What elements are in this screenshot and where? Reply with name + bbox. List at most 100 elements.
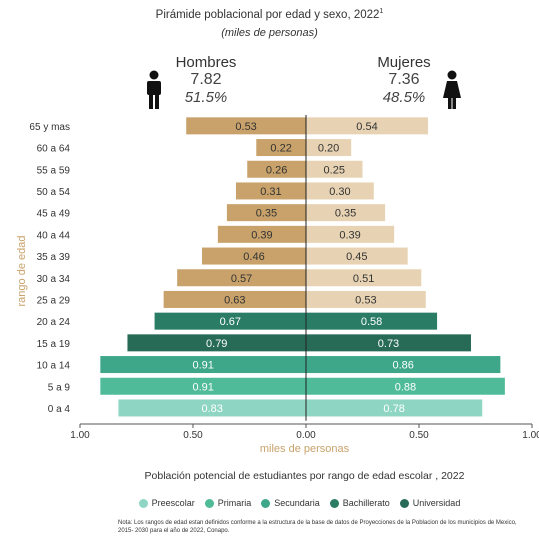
legend-swatch <box>261 498 271 508</box>
footnote: Nota: Los rangos de edad estan definidos… <box>118 520 517 534</box>
female-bar-11 <box>306 356 501 374</box>
male-total: 7.82 <box>190 71 222 88</box>
male-bar-11 <box>100 356 306 374</box>
male-value-label-7: 0.57 <box>231 273 252 285</box>
male-value-label-2: 0.26 <box>266 164 287 176</box>
male-value-label-4: 0.35 <box>256 208 277 220</box>
population-pyramid-chart: 0.53 0.54 65 y mas 0.22 0.20 60 a 64 0.26 0.25 5… <box>29 115 539 441</box>
male-bar-6 <box>202 247 306 265</box>
category-label-4: 45 a 49 <box>37 209 71 220</box>
female-value-label-7: 0.51 <box>353 273 374 285</box>
legend-item-preescolar: Preescolar <box>138 498 195 508</box>
category-label-5: 40 a 44 <box>37 230 71 241</box>
female-bar-6 <box>306 247 408 265</box>
category-label-11: 10 a 14 <box>37 361 71 372</box>
female-total: 7.36 <box>388 71 420 88</box>
female-bar-2 <box>306 160 363 178</box>
female-bar-8 <box>306 290 426 308</box>
legend: Preescolar Primaria Secundaria Bachillerato… <box>0 498 539 508</box>
category-label-13: 0 a 4 <box>48 404 71 415</box>
male-value-label-9: 0.67 <box>220 316 241 328</box>
legend-swatch <box>399 498 409 508</box>
female-bar-12 <box>306 377 505 395</box>
female-bar-13 <box>306 399 483 417</box>
category-label-2: 55 a 59 <box>37 165 71 176</box>
male-bar-2 <box>247 160 306 178</box>
female-bar-5 <box>306 225 395 243</box>
female-value-label-6: 0.45 <box>346 251 367 263</box>
male-bar-4 <box>226 204 306 222</box>
female-value-label-8: 0.53 <box>355 294 376 306</box>
female-value-label-2: 0.25 <box>324 164 345 176</box>
male-value-label-5: 0.39 <box>251 229 272 241</box>
male-bar-10 <box>127 334 307 352</box>
legend-swatch <box>329 498 339 508</box>
female-bar-3 <box>306 182 374 200</box>
x-tick-label-4: 1.00 <box>522 430 539 441</box>
category-label-8: 25 a 29 <box>37 295 71 306</box>
male-bar-13 <box>118 399 306 417</box>
female-bar-1 <box>306 139 352 157</box>
male-value-label-13: 0.83 <box>201 403 222 415</box>
legend-title: Población potencial de estudiantes por r… <box>144 470 465 482</box>
male-bar-7 <box>177 269 306 287</box>
legend-item-bachillerato: Bachillerato <box>329 498 390 508</box>
legend-swatch <box>204 498 214 508</box>
legend-item-secundaria: Secundaria <box>261 498 320 508</box>
category-label-0: 65 y mas <box>29 122 70 133</box>
female-percent: 48.5% <box>382 89 426 106</box>
female-label: Mujeres <box>377 54 431 71</box>
female-value-label-9: 0.58 <box>361 316 382 328</box>
male-value-label-8: 0.63 <box>224 294 245 306</box>
chart-subtitle: (miles de personas) <box>221 27 318 39</box>
male-bar-5 <box>217 225 306 243</box>
male-bar-1 <box>256 139 306 157</box>
legend-label: Preescolar <box>151 498 195 508</box>
female-person-icon <box>443 70 461 109</box>
category-label-7: 30 a 34 <box>37 274 71 285</box>
female-bar-10 <box>306 334 471 352</box>
category-label-6: 35 a 39 <box>37 252 71 263</box>
x-tick-label-1: 0.50 <box>183 430 203 441</box>
female-bar-0 <box>306 117 429 135</box>
legend-label: Bachillerato <box>342 498 390 508</box>
x-axis-label: miles de personas <box>259 443 350 455</box>
male-percent: 51.5% <box>184 89 228 106</box>
female-bar-7 <box>306 269 422 287</box>
female-value-label-1: 0.20 <box>318 143 339 155</box>
male-bar-0 <box>186 117 306 135</box>
legend-item-primaria: Primaria <box>204 498 252 508</box>
male-bar-9 <box>154 312 306 330</box>
male-value-label-0: 0.53 <box>235 121 256 133</box>
male-value-label-3: 0.31 <box>260 186 281 198</box>
female-bar-4 <box>306 204 386 222</box>
category-label-9: 20 a 24 <box>37 317 71 328</box>
legend-swatch <box>138 498 148 508</box>
female-value-label-11: 0.86 <box>392 360 413 372</box>
category-label-12: 5 a 9 <box>48 382 71 393</box>
category-label-1: 60 a 64 <box>37 144 71 155</box>
legend-label: Primaria <box>217 498 252 508</box>
legend-item-universidad: Universidad <box>399 498 460 508</box>
female-bar-9 <box>306 312 438 330</box>
y-axis-label: rango de edad <box>16 235 28 307</box>
male-value-label-12: 0.91 <box>192 381 213 393</box>
category-label-10: 15 a 19 <box>37 339 71 350</box>
category-label-3: 50 a 54 <box>37 187 71 198</box>
female-value-label-4: 0.35 <box>335 208 356 220</box>
x-tick-label-0: 1.00 <box>70 430 90 441</box>
male-value-label-11: 0.91 <box>192 360 213 372</box>
female-value-label-13: 0.78 <box>383 403 404 415</box>
male-value-label-10: 0.79 <box>206 338 227 350</box>
male-value-label-1: 0.22 <box>270 143 291 155</box>
x-tick-label-2: 0.00 <box>296 430 316 441</box>
male-bar-8 <box>163 290 306 308</box>
female-value-label-5: 0.39 <box>339 229 360 241</box>
female-value-label-12: 0.88 <box>395 381 416 393</box>
x-tick-label-3: 0.50 <box>409 430 429 441</box>
male-value-label-6: 0.46 <box>243 251 264 263</box>
female-value-label-10: 0.73 <box>378 338 399 350</box>
legend-label: Secundaria <box>274 498 320 508</box>
female-value-label-0: 0.54 <box>356 121 377 133</box>
male-bar-3 <box>235 182 306 200</box>
